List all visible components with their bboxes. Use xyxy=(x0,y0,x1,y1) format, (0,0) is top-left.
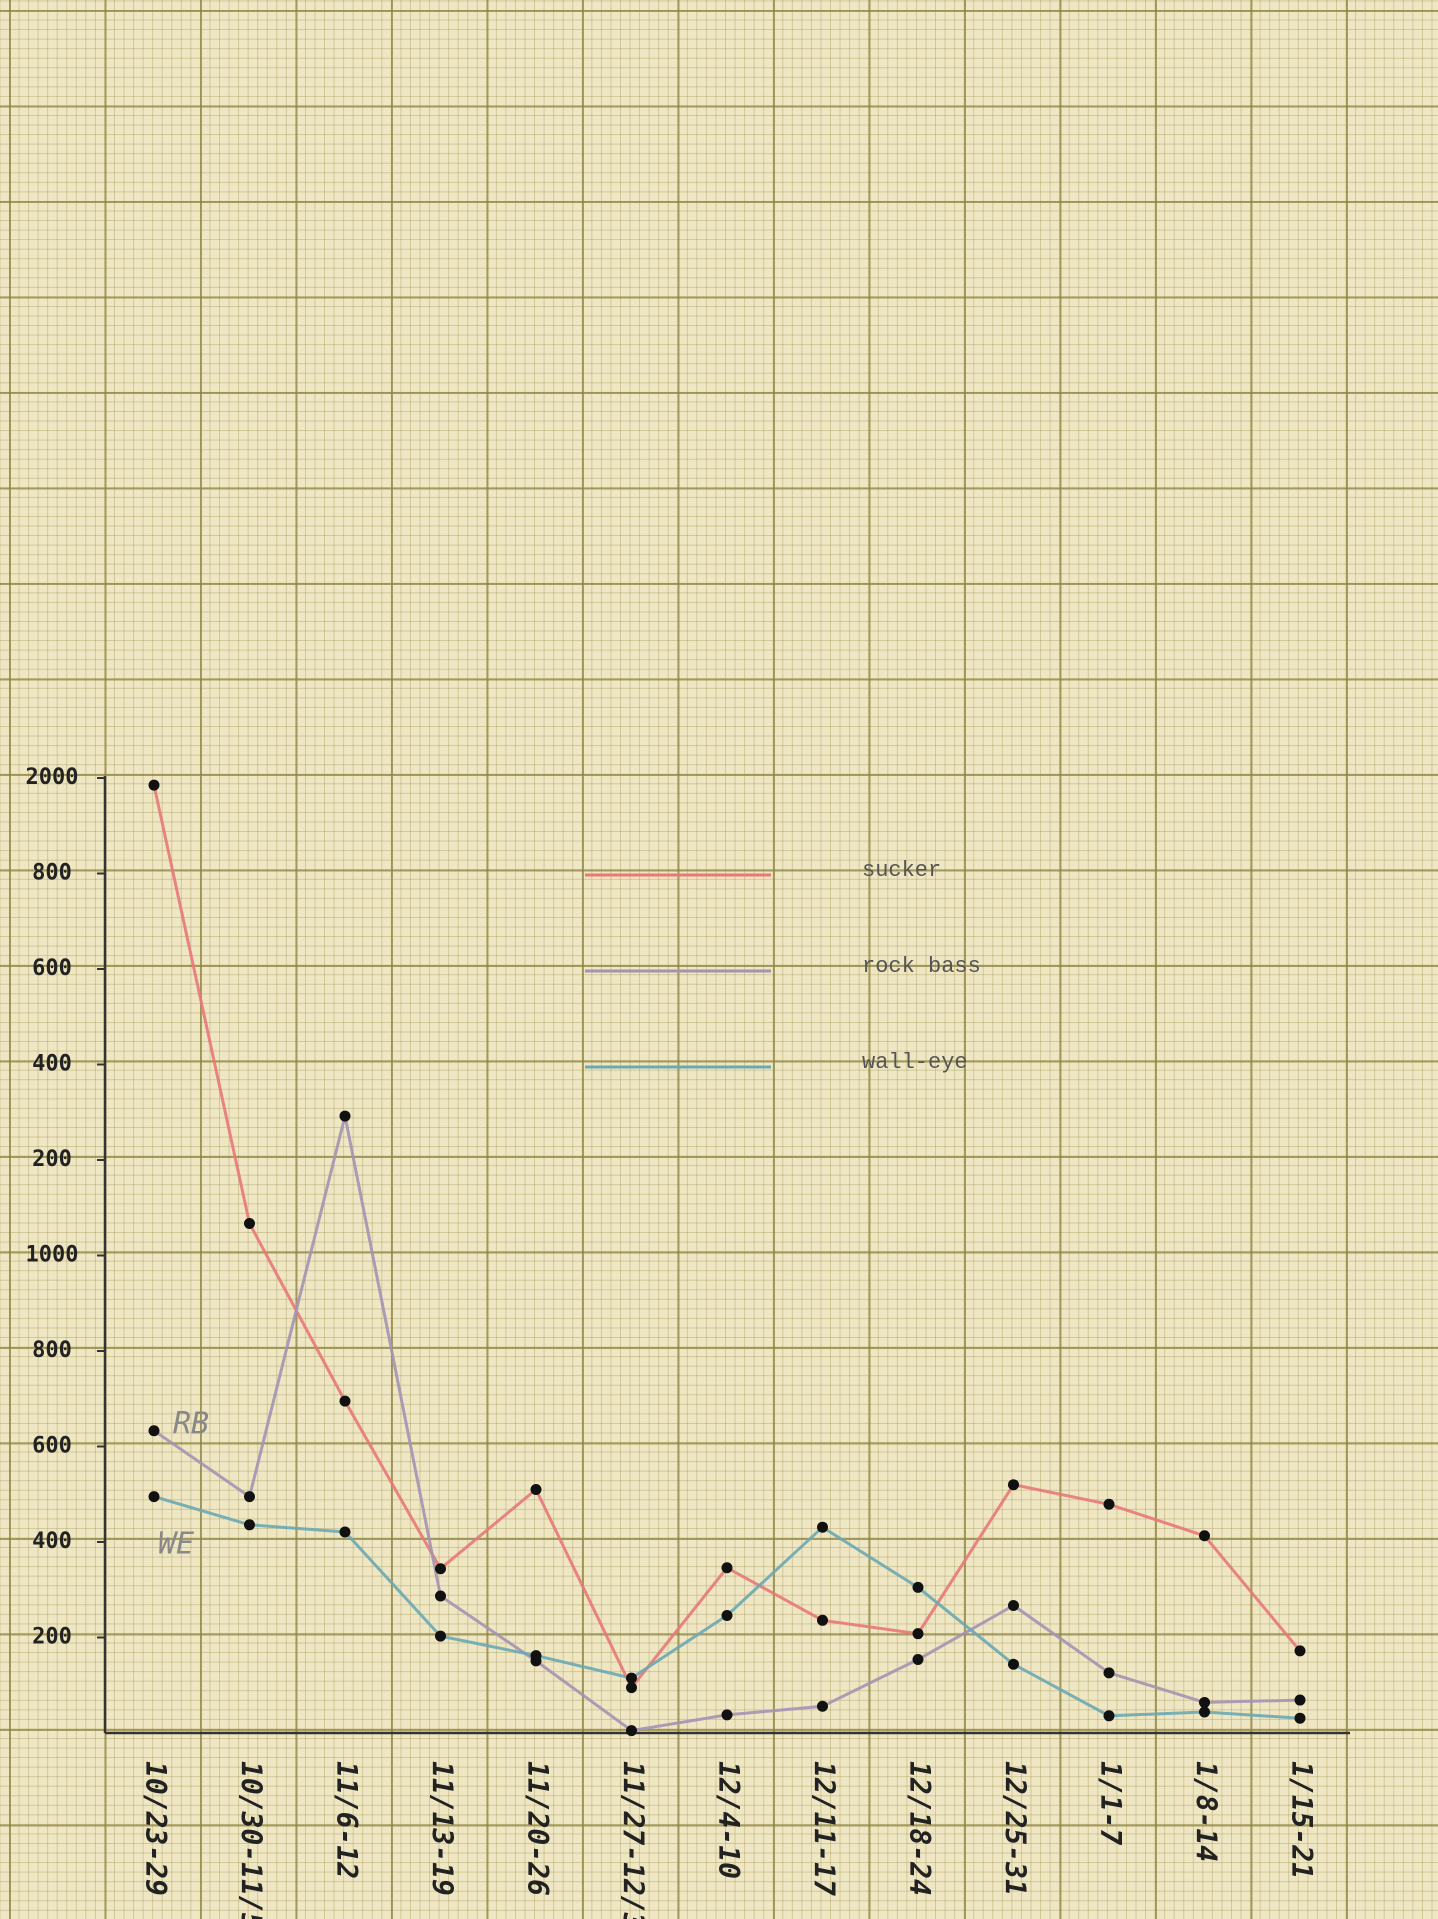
data-point xyxy=(1199,1706,1210,1717)
annotation: RB xyxy=(173,1407,209,1442)
y-tick-label: 800 xyxy=(32,861,72,886)
x-tick-label: 12/11-17 xyxy=(808,1761,841,1896)
data-point xyxy=(1295,1645,1306,1656)
data-point xyxy=(626,1682,637,1693)
data-point xyxy=(1104,1667,1115,1678)
data-point xyxy=(244,1491,255,1502)
data-point xyxy=(149,1491,160,1502)
data-point xyxy=(913,1628,924,1639)
x-tick-label: 11/13-19 xyxy=(426,1761,459,1896)
data-point xyxy=(1008,1479,1019,1490)
y-tick-label: 200 xyxy=(32,1625,72,1650)
data-point xyxy=(1104,1710,1115,1721)
legend-label: wall-eye xyxy=(862,1050,968,1075)
y-tick-label: 400 xyxy=(32,1529,72,1554)
series-line xyxy=(154,1497,1300,1719)
data-point xyxy=(1199,1697,1210,1708)
data-point xyxy=(626,1673,637,1684)
legend-label: rock bass xyxy=(862,954,981,979)
data-point xyxy=(340,1111,351,1122)
data-point xyxy=(1104,1499,1115,1510)
x-tick-label: 1/8-14 xyxy=(1190,1761,1223,1862)
series-line xyxy=(154,1116,1300,1731)
data-point xyxy=(435,1590,446,1601)
data-point xyxy=(1008,1600,1019,1611)
data-point xyxy=(913,1582,924,1593)
data-point xyxy=(817,1522,828,1533)
data-point xyxy=(244,1519,255,1530)
y-tick-label: 600 xyxy=(32,1434,72,1459)
y-tick-label: 200 xyxy=(32,1147,72,1172)
data-point xyxy=(1295,1713,1306,1724)
data-point xyxy=(1008,1659,1019,1670)
data-point xyxy=(817,1615,828,1626)
data-point xyxy=(913,1654,924,1665)
x-tick-label: 11/27-12/3 xyxy=(617,1761,650,1919)
data-point xyxy=(340,1396,351,1407)
data-point xyxy=(149,1425,160,1436)
data-point xyxy=(722,1610,733,1621)
x-tick-label: 10/23-29 xyxy=(139,1761,172,1896)
data-point xyxy=(435,1563,446,1574)
y-tick-label: 1000 xyxy=(26,1243,79,1268)
data-point xyxy=(244,1218,255,1229)
data-point xyxy=(817,1701,828,1712)
data-point xyxy=(531,1650,542,1661)
x-tick-label: 12/4-10 xyxy=(712,1761,745,1879)
x-tick-label: 10/30-11/5 xyxy=(235,1761,268,1919)
x-tick-label: 11/6-12 xyxy=(330,1761,363,1879)
data-point xyxy=(435,1631,446,1642)
series-line xyxy=(154,785,1300,1687)
y-tick-label: 600 xyxy=(32,956,72,981)
annotation: WE xyxy=(158,1527,194,1562)
chart: 200 400 600 800 1000 200 400 600 800 2000 10/23-29… xyxy=(0,0,1438,1919)
y-tick-label: 800 xyxy=(32,1338,72,1363)
x-tick-label: 11/20-26 xyxy=(521,1761,554,1896)
legend-label: sucker xyxy=(862,858,941,883)
x-tick-label: 1/15-21 xyxy=(1285,1761,1318,1879)
y-tick-label: 400 xyxy=(32,1052,72,1077)
data-point xyxy=(626,1725,637,1736)
data-point xyxy=(1199,1530,1210,1541)
y-tick-label: 2000 xyxy=(26,765,79,790)
data-point xyxy=(531,1484,542,1495)
x-tick-label: 12/25-31 xyxy=(999,1761,1032,1896)
data-point xyxy=(340,1526,351,1537)
data-point xyxy=(722,1562,733,1573)
x-tick-label: 1/1-7 xyxy=(1094,1761,1127,1845)
data-point xyxy=(1295,1695,1306,1706)
x-tick-label: 12/18-24 xyxy=(903,1761,936,1896)
data-point xyxy=(149,780,160,791)
page: 200 400 600 800 1000 200 400 600 800 2000 10/23-29… xyxy=(0,0,1438,1919)
data-point xyxy=(722,1709,733,1720)
